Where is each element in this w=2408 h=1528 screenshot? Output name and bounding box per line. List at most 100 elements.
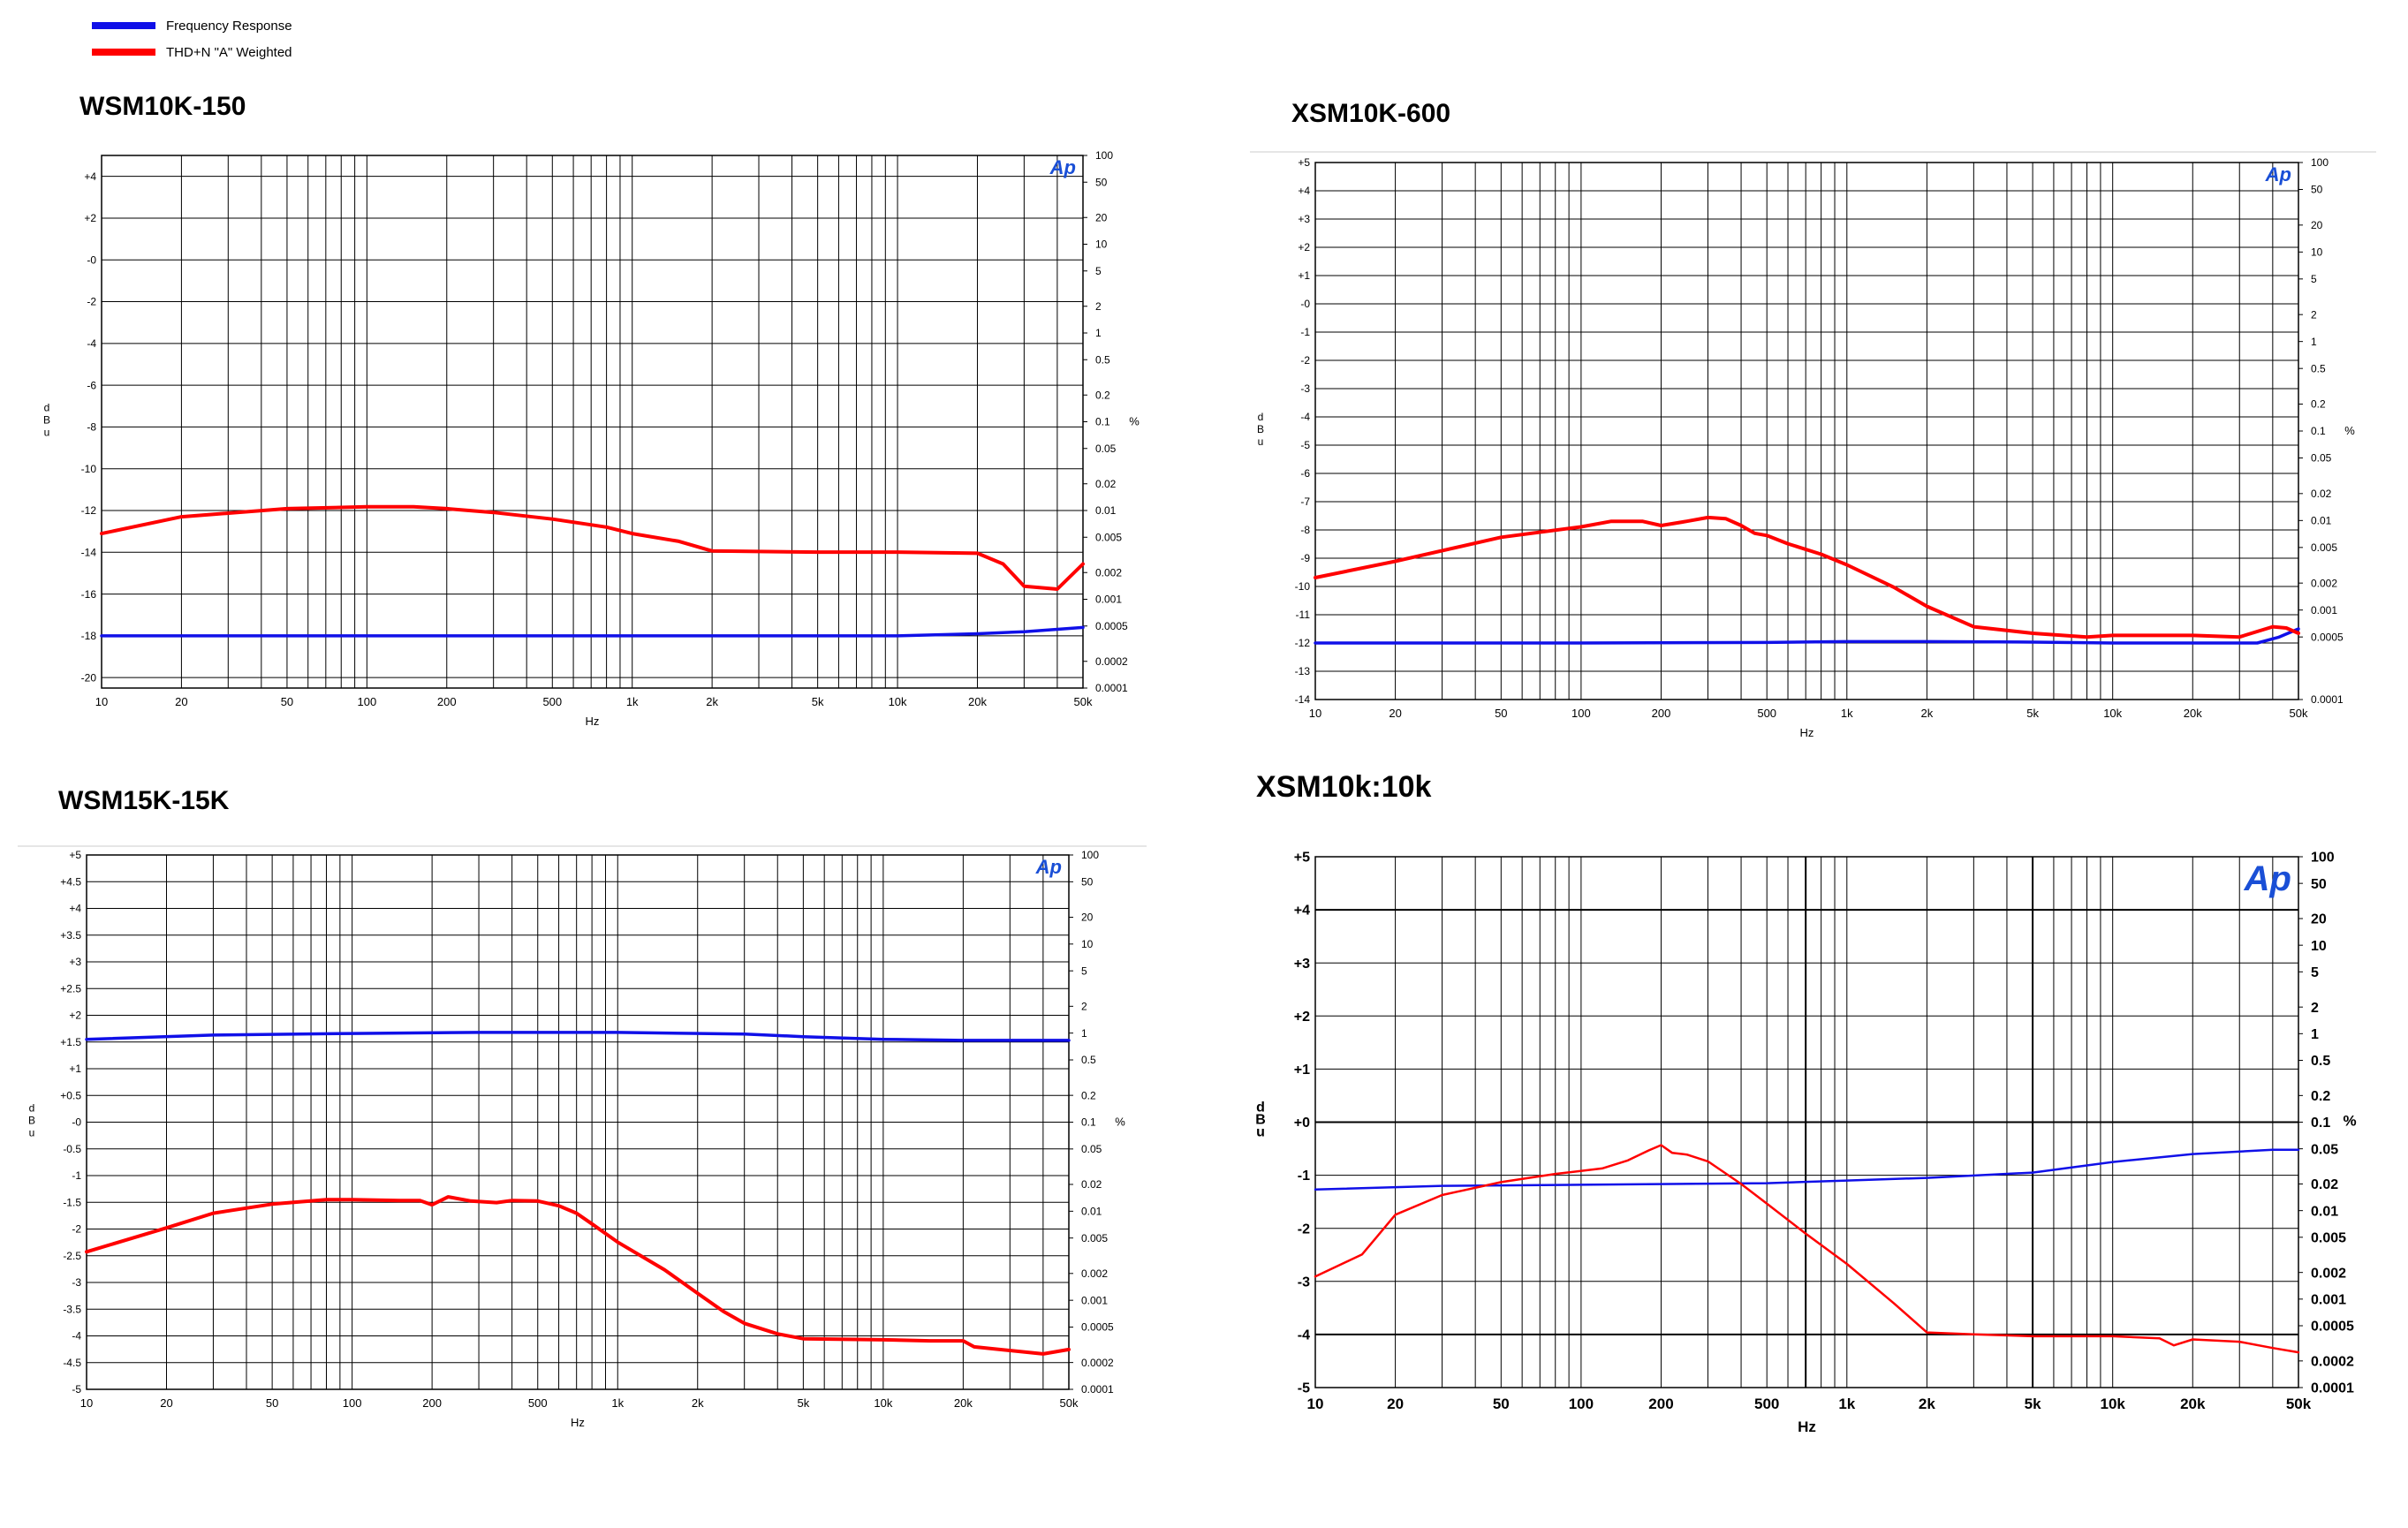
x-axis-label: Hz bbox=[1800, 726, 1814, 739]
x-tick-label: 100 bbox=[1569, 1396, 1594, 1412]
y-tick-label: -1.5 bbox=[63, 1196, 81, 1208]
chart-panel-0: +4 +2 -0 -2 -4 -6 -8 -10 -12 -14 -16 -18 -20 100 50 20 1… bbox=[43, 149, 1140, 728]
x-tick-label: 20k bbox=[2184, 707, 2202, 720]
chart-panel-2: +5 +4.5 +4 +3.5 +3 +2.5 +2 +1.5 +1 +0.5 -0 -0.5 -1 -1… bbox=[18, 845, 1147, 1429]
x-tick-label: 20k bbox=[954, 1396, 973, 1410]
x-tick-label: 20k bbox=[968, 695, 987, 708]
y-tick-label: +3 bbox=[1298, 213, 1310, 225]
grid bbox=[1315, 856, 2299, 1388]
y-tick-label: -20 bbox=[81, 671, 97, 684]
y2-tick-label: 50 bbox=[1081, 876, 1094, 889]
y-tick-label: +5 bbox=[1298, 156, 1310, 169]
y2-tick-label: 100 bbox=[2311, 851, 2335, 866]
x-tick-label: 200 bbox=[1652, 707, 1671, 720]
series-line-thdn bbox=[85, 1195, 1071, 1356]
y-tick-label: -12 bbox=[1295, 637, 1311, 649]
y-axis-label-char: u bbox=[44, 427, 50, 439]
y-tick-label: +1 bbox=[69, 1063, 81, 1075]
y-tick-label: -10 bbox=[1295, 580, 1311, 593]
x-tick-label: 200 bbox=[437, 695, 457, 708]
chart-panel-3: +5 +4 +3 +2 +1 +0 -1 -2 -3 -4 -5 100 50 20 10 5 2 1 0.5 0.2… bbox=[1255, 851, 2356, 1435]
ap-logo: Ap bbox=[2265, 163, 2291, 185]
x-tick-label: 100 bbox=[1571, 707, 1591, 720]
x-tick-label: 200 bbox=[422, 1396, 442, 1410]
chart-title-xsm10k-600: XSM10K-600 bbox=[1291, 99, 1451, 128]
y-tick-label: -16 bbox=[81, 588, 97, 601]
y-axis-label-char: u bbox=[1258, 435, 1264, 448]
x-tick-label: 200 bbox=[1648, 1396, 1673, 1412]
y2-tick-label: 100 bbox=[2311, 156, 2328, 169]
ap-logo: Ap bbox=[1049, 156, 1076, 178]
y-tick-label: -5 bbox=[72, 1383, 81, 1396]
y-tick-label: -8 bbox=[87, 421, 96, 434]
y2-tick-label: 0.0005 bbox=[1081, 1321, 1114, 1334]
y2-tick-label: 20 bbox=[1081, 912, 1094, 924]
y-tick-label: -6 bbox=[1300, 467, 1310, 480]
x-tick-label: 500 bbox=[1757, 707, 1776, 720]
y2-tick-label: 20 bbox=[1095, 211, 1108, 223]
y-tick-label: +4 bbox=[69, 903, 81, 915]
grid bbox=[1315, 162, 2299, 700]
x-tick-label: 50 bbox=[1493, 1396, 1510, 1412]
y-tick-label: -0 bbox=[72, 1116, 81, 1129]
series-line-thdn bbox=[1314, 1144, 2300, 1354]
legend-label-thdn: THD+N "A" Weighted bbox=[166, 44, 292, 60]
y-tick-label: +1 bbox=[1298, 269, 1310, 282]
y2-axis-label: % bbox=[2344, 424, 2355, 437]
y2-tick-label: 0.002 bbox=[1095, 566, 1122, 579]
y2-tick-label: 0.2 bbox=[1081, 1089, 1096, 1101]
y2-tick-label: 0.05 bbox=[1081, 1143, 1102, 1155]
x-tick-label: 50 bbox=[281, 695, 293, 708]
y-tick-label: +4.5 bbox=[60, 875, 81, 888]
y-tick-label: +1.5 bbox=[60, 1036, 81, 1048]
series-line-thdn bbox=[100, 504, 1085, 591]
x-tick-label: 5k bbox=[812, 695, 824, 708]
series-line-thdn bbox=[1314, 515, 2300, 639]
y2-tick-label: 10 bbox=[2311, 246, 2323, 259]
grid bbox=[87, 854, 1070, 1390]
y-tick-label: -7 bbox=[1300, 495, 1310, 508]
y2-tick-label: 2 bbox=[1095, 300, 1102, 313]
x-tick-label: 50k bbox=[2286, 1396, 2312, 1412]
x-tick-label: 5k bbox=[798, 1396, 810, 1410]
y2-tick-label: 2 bbox=[1081, 1001, 1087, 1013]
plot-frame bbox=[1314, 162, 2299, 700]
x-tick-label: 20 bbox=[160, 1396, 172, 1410]
y-tick-label: -9 bbox=[1300, 552, 1310, 564]
x-tick-label: 10k bbox=[889, 695, 907, 708]
y2-tick-label: 0.5 bbox=[2311, 362, 2326, 374]
y2-tick-label: 50 bbox=[1095, 176, 1108, 188]
y2-tick-label: 0.5 bbox=[2311, 1054, 2330, 1069]
y-tick-label: +2.5 bbox=[60, 982, 81, 995]
y2-tick-label: 0.02 bbox=[1081, 1178, 1102, 1191]
y2-tick-label: 0.001 bbox=[2311, 1292, 2346, 1307]
y-tick-label: -6 bbox=[87, 379, 96, 391]
plot-frame bbox=[101, 155, 1084, 689]
x-tick-label: 20 bbox=[175, 695, 187, 708]
y2-tick-label: 0.002 bbox=[1081, 1267, 1108, 1280]
x-tick-label: 2k bbox=[1921, 707, 1934, 720]
y2-axis-label: % bbox=[1129, 415, 1140, 428]
y-tick-label: -4 bbox=[87, 337, 96, 350]
y-tick-label: +0.5 bbox=[60, 1089, 81, 1101]
y2-tick-label: 0.1 bbox=[2311, 1116, 2330, 1131]
y2-tick-label: 0.0001 bbox=[2311, 693, 2344, 706]
y-tick-label: -8 bbox=[1300, 524, 1310, 536]
y2-tick-label: 10 bbox=[1095, 238, 1108, 251]
y-tick-label: +1 bbox=[1294, 1063, 1310, 1078]
y-axis-label-char: d bbox=[1256, 1101, 1265, 1116]
y2-tick-label: 0.0005 bbox=[2311, 1320, 2354, 1335]
y-tick-label: +2 bbox=[1298, 241, 1310, 253]
x-tick-label: 500 bbox=[1754, 1396, 1779, 1412]
y2-tick-label: 0.05 bbox=[2311, 452, 2332, 465]
y2-tick-label: 0.02 bbox=[1095, 478, 1117, 490]
y2-tick-label: 0.5 bbox=[1095, 353, 1110, 366]
y-tick-label: +2 bbox=[84, 212, 96, 224]
y-tick-label: -4 bbox=[1300, 411, 1310, 423]
y2-tick-label: 10 bbox=[1081, 938, 1094, 950]
y-tick-label: -14 bbox=[81, 546, 97, 558]
y-tick-label: +4 bbox=[1294, 904, 1310, 919]
y-tick-label: -3 bbox=[1298, 1275, 1310, 1290]
y-tick-label: -18 bbox=[81, 630, 97, 642]
y-tick-label: -4 bbox=[72, 1330, 81, 1343]
